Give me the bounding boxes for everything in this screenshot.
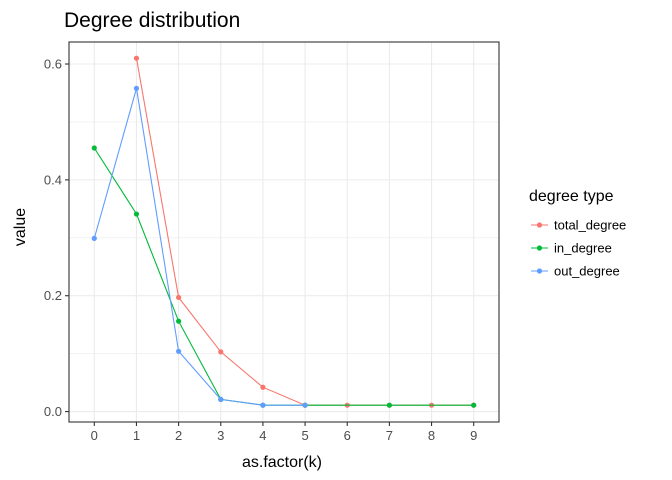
legend-key-point	[536, 245, 543, 251]
legend: degree type total_degree in_degree out_deg…	[529, 188, 626, 279]
x-tick-label: 4	[259, 428, 266, 443]
x-tick-label: 3	[217, 428, 224, 443]
data-point-out_degree	[176, 348, 182, 354]
data-point-out_degree	[218, 396, 224, 403]
x-tick-label: 2	[175, 428, 182, 443]
y-tick-label: 0.6	[44, 57, 62, 72]
series-line-out_degree	[93, 88, 306, 406]
x-axis-title: as.factor(k)	[242, 454, 322, 471]
x-tick-label: 6	[344, 428, 351, 443]
x-tick-label: 9	[470, 428, 477, 443]
data-point-in_degree	[133, 211, 140, 217]
data-point-out_degree	[91, 235, 97, 241]
data-point-in_degree	[386, 402, 392, 408]
data-point-total_degree	[260, 384, 266, 390]
legend-label: total_degree	[554, 218, 626, 233]
x-tick-label: 7	[386, 428, 393, 443]
legend-label: in_degree	[554, 241, 612, 256]
data-point-total_degree	[133, 55, 140, 61]
x-tick-label: 1	[133, 428, 140, 443]
data-point-total_degree	[176, 294, 182, 301]
y-axis-title: value	[12, 208, 29, 246]
y-tick-label: 0.2	[44, 288, 62, 303]
legend-key-point	[536, 268, 543, 274]
data-point-out_degree	[133, 85, 140, 91]
data-point-in_degree	[91, 145, 97, 151]
data-point-out_degree	[260, 402, 266, 408]
y-tick-label: 0.0	[44, 404, 62, 419]
data-point-total_degree	[218, 349, 224, 355]
x-tick-label: 8	[428, 428, 435, 443]
legend-label: out_degree	[554, 264, 620, 279]
plot-panel: 0.0 0.2 0.4 0.6 0 1 2 3 4 5 6 7 8 9	[44, 41, 500, 443]
panel-background	[69, 42, 499, 422]
data-point-in_degree	[176, 318, 182, 324]
y-tick-label: 0.4	[44, 172, 62, 187]
data-point-out_degree	[302, 402, 308, 408]
chart-title: Degree distribution	[64, 9, 240, 32]
x-tick-label: 5	[301, 428, 308, 443]
legend-title: degree type	[529, 188, 614, 205]
x-tick-label: 0	[91, 428, 98, 443]
legend-key-point	[536, 222, 543, 228]
panel-border	[68, 41, 500, 423]
data-point-in_degree	[471, 402, 477, 408]
